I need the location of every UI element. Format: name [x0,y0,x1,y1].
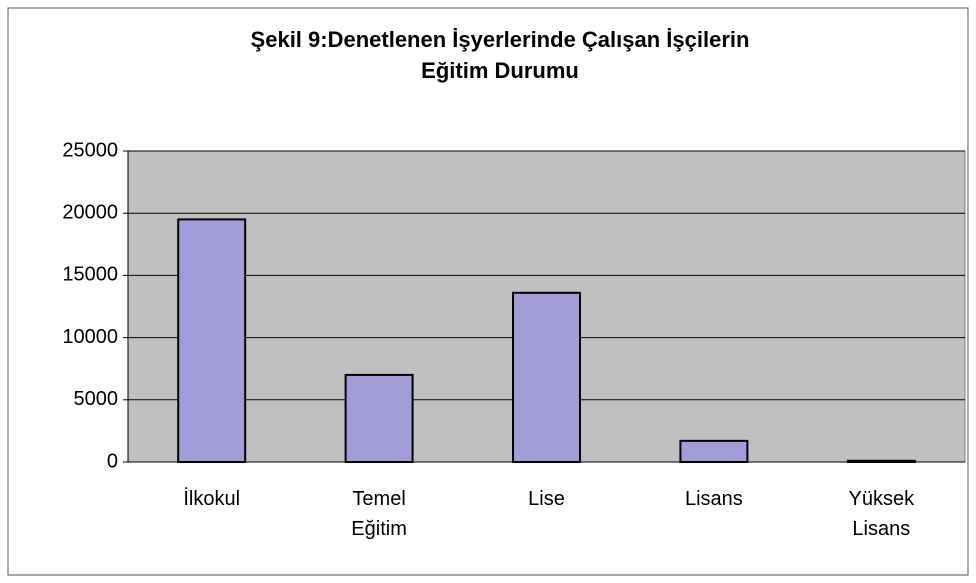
chart-title: Şekil 9:Denetlenen İşyerlerinde Çalışan … [250,27,750,83]
y-tick-label: 20000 [62,201,118,223]
x-tick-label: Lise [528,488,565,510]
bar [679,439,749,463]
bar [846,459,916,464]
y-tick-label: 5000 [74,388,119,410]
bar [177,218,247,463]
y-tick-label: 10000 [62,326,118,348]
y-tick-label: 15000 [62,264,118,286]
x-tick-label: Lisans [684,488,743,510]
y-tick-label: 0 [107,450,118,472]
y-tick-label: 25000 [62,139,118,161]
x-tick-label: İlkokul [183,488,241,510]
bar [512,291,581,464]
x-tick-label: Temel Eğitim [351,488,407,540]
bar [344,373,414,464]
x-tick-label: Yüksek Lisans [848,488,915,540]
